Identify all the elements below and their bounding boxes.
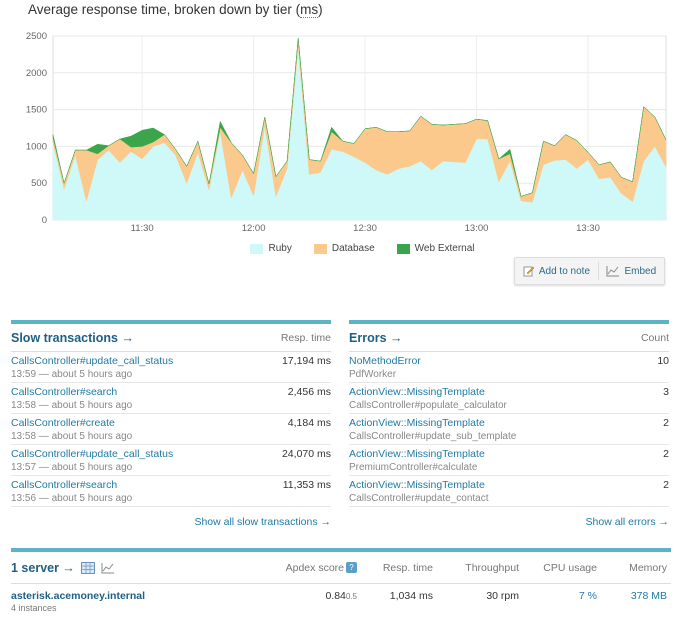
resp-time-header: Resp. time bbox=[280, 331, 331, 344]
transaction-link[interactable]: CallsController#search bbox=[11, 479, 118, 491]
show-all-slow-transactions-link[interactable]: Show all slow transactions → bbox=[194, 516, 331, 528]
pencil-note-icon bbox=[523, 266, 535, 277]
transaction-resp-time: 2,456 ms bbox=[287, 386, 331, 398]
y-tick-label: 1500 bbox=[26, 105, 47, 116]
throughput-header: Throughput bbox=[465, 561, 519, 574]
chart-legend: Ruby Database Web External bbox=[0, 243, 685, 254]
legend-item-web-external[interactable]: Web External bbox=[396, 243, 475, 254]
legend-item-database[interactable]: Database bbox=[313, 243, 375, 254]
transaction-time: 13:57 — about 5 hours ago bbox=[11, 462, 133, 473]
servers-panel: 1 server → Apdex score? Resp. time Throu… bbox=[11, 548, 671, 618]
legend-item-ruby[interactable]: Ruby bbox=[250, 243, 292, 254]
x-tick-label: 11:30 bbox=[131, 223, 154, 234]
server-name-link[interactable]: asterisk.acemoney.internal bbox=[11, 590, 146, 602]
slow-transactions-panel: Slow transactions → Resp. time CallsCont… bbox=[11, 320, 331, 528]
table-row: CallsController#search 13:58 — about 5 ho… bbox=[11, 383, 331, 414]
transaction-link[interactable]: CallsController#create bbox=[11, 417, 115, 429]
divider bbox=[597, 262, 599, 280]
apdex-value: 0.840.5 bbox=[325, 590, 357, 602]
table-view-icon[interactable] bbox=[80, 561, 95, 574]
x-tick-label: 12:00 bbox=[242, 223, 266, 234]
unit-abbreviation[interactable]: ms bbox=[300, 2, 319, 18]
error-source: CallsController#update_sub_template bbox=[349, 431, 517, 442]
transaction-time: 13:59 — about 5 hours ago bbox=[11, 369, 133, 380]
error-link[interactable]: NoMethodError bbox=[349, 355, 421, 367]
legend-swatch-web-external bbox=[396, 243, 410, 254]
error-link[interactable]: ActionView::MissingTemplate bbox=[349, 386, 485, 398]
table-row: CallsController#create 13:58 — about 5 ho… bbox=[11, 414, 331, 445]
table-row: CallsController#update_call_status 13:57 … bbox=[11, 445, 331, 476]
server-row: asterisk.acemoney.internal 4 instances 0.… bbox=[11, 584, 671, 618]
transaction-link[interactable]: CallsController#update_call_status bbox=[11, 355, 174, 367]
x-tick-label: 13:00 bbox=[465, 223, 489, 234]
transaction-link[interactable]: CallsController#update_call_status bbox=[11, 448, 174, 460]
errors-panel: Errors → Count NoMethodError PdfWorker 10 … bbox=[349, 320, 669, 528]
error-count: 3 bbox=[663, 386, 669, 398]
chart-actions: Add to note Embed bbox=[514, 257, 665, 285]
help-icon[interactable]: ? bbox=[346, 562, 357, 574]
chart-view-icon[interactable] bbox=[101, 562, 115, 574]
error-count: 2 bbox=[663, 417, 669, 429]
y-tick-label: 500 bbox=[31, 178, 47, 189]
x-tick-label: 12:30 bbox=[353, 223, 377, 234]
cpu-usage-value[interactable]: 7 % bbox=[578, 590, 597, 602]
error-source: CallsController#populate_calculator bbox=[349, 400, 507, 411]
error-count: 2 bbox=[663, 448, 669, 460]
resp-time-column-header: Resp. time bbox=[382, 561, 433, 574]
error-source: PremiumController#calculate bbox=[349, 462, 478, 473]
transaction-resp-time: 17,194 ms bbox=[281, 355, 331, 367]
table-row: CallsController#update_call_status 13:59 … bbox=[11, 352, 331, 383]
table-row: NoMethodError PdfWorker 10 bbox=[349, 352, 669, 383]
transaction-time: 13:58 — about 5 hours ago bbox=[11, 400, 133, 411]
error-count: 2 bbox=[663, 479, 669, 491]
chart-title: Average response time, broken down by ti… bbox=[28, 2, 323, 18]
y-tick-label: 0 bbox=[42, 215, 47, 226]
slow-transactions-link[interactable]: Slow transactions → bbox=[11, 330, 134, 345]
transaction-link[interactable]: CallsController#search bbox=[11, 386, 118, 398]
apdex-header: Apdex score? bbox=[251, 562, 357, 574]
memory-value[interactable]: 378 MB bbox=[630, 590, 667, 602]
error-count: 10 bbox=[657, 355, 669, 367]
error-link[interactable]: ActionView::MissingTemplate bbox=[349, 417, 485, 429]
add-to-note-button[interactable]: Add to note bbox=[523, 265, 590, 277]
transaction-resp-time: 24,070 ms bbox=[281, 448, 331, 460]
transaction-time: 13:56 — about 5 hours ago bbox=[11, 493, 133, 504]
x-tick-label: 13:30 bbox=[576, 223, 600, 234]
response-time-chart: 0 500 1000 1500 2000 2500 11:30 12:00 12:30 13:0… bbox=[26, 31, 667, 234]
instances-count: 4 instances bbox=[11, 603, 57, 613]
embed-button[interactable]: Embed bbox=[606, 265, 656, 277]
servers-link[interactable]: 1 server → bbox=[11, 560, 75, 575]
error-link[interactable]: ActionView::MissingTemplate bbox=[349, 448, 485, 460]
series-area-web-external[interactable] bbox=[52, 38, 667, 197]
y-tick-label: 2000 bbox=[26, 68, 47, 79]
memory-header: Memory bbox=[629, 561, 667, 574]
table-row: CallsController#search 13:56 — about 5 ho… bbox=[11, 476, 331, 507]
chart-embed-icon bbox=[606, 266, 620, 277]
legend-swatch-database bbox=[313, 243, 327, 254]
error-source: CallsController#update_contact bbox=[349, 493, 489, 504]
transaction-resp-time: 4,184 ms bbox=[287, 417, 331, 429]
y-tick-label: 1000 bbox=[26, 141, 47, 152]
error-link[interactable]: ActionView::MissingTemplate bbox=[349, 479, 485, 491]
resp-time-value: 1,034 ms bbox=[389, 590, 433, 602]
legend-swatch-ruby bbox=[250, 243, 264, 254]
errors-link[interactable]: Errors → bbox=[349, 330, 403, 345]
y-tick-label: 2500 bbox=[26, 31, 47, 42]
error-source: PdfWorker bbox=[349, 369, 397, 380]
transaction-time: 13:58 — about 5 hours ago bbox=[11, 431, 133, 442]
count-header: Count bbox=[640, 331, 669, 344]
show-all-errors-link[interactable]: Show all errors → bbox=[585, 516, 669, 528]
cpu-usage-header: CPU usage bbox=[543, 561, 597, 574]
transaction-resp-time: 11,353 ms bbox=[282, 479, 331, 491]
throughput-value: 30 rpm bbox=[486, 590, 519, 602]
